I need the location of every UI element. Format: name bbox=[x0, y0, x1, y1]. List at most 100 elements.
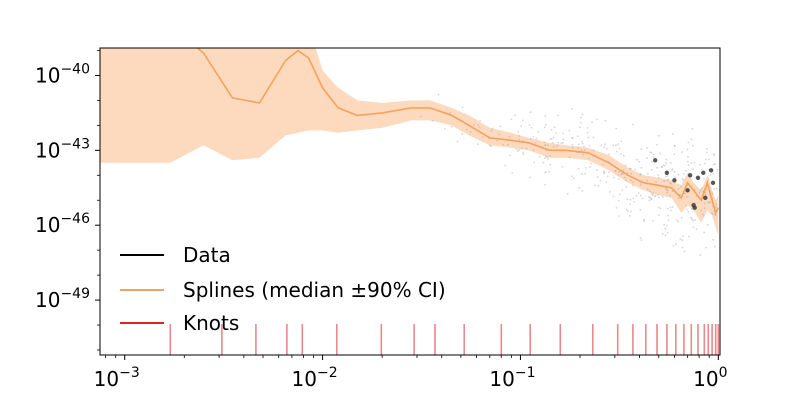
scatter-point bbox=[664, 234, 667, 237]
scatter-point bbox=[571, 137, 574, 139]
scatter-point bbox=[549, 163, 552, 166]
y-tick-label: 10−46 bbox=[35, 211, 90, 237]
scatter-point bbox=[581, 113, 584, 116]
scatter-point bbox=[673, 145, 676, 148]
scatter-point bbox=[670, 182, 673, 185]
scatter-point bbox=[612, 144, 615, 147]
scatter-point bbox=[666, 175, 669, 177]
scatter-point bbox=[673, 170, 676, 173]
scatter-point bbox=[666, 224, 668, 227]
ci-band-layer bbox=[100, 48, 719, 236]
scatter-point bbox=[590, 162, 592, 165]
scatter-point bbox=[685, 204, 688, 207]
scatter-point bbox=[639, 173, 642, 176]
scatter-point bbox=[537, 130, 540, 133]
scatter-point bbox=[557, 114, 559, 117]
scatter-point bbox=[657, 196, 660, 199]
scatter-point bbox=[677, 173, 680, 176]
scatter-point bbox=[614, 170, 617, 173]
scatter-point bbox=[548, 170, 550, 173]
scatter-point bbox=[544, 115, 547, 117]
scatter-point bbox=[703, 231, 705, 234]
scatter-point bbox=[618, 215, 621, 217]
scatter-point bbox=[666, 231, 669, 234]
scatter-point bbox=[561, 166, 564, 168]
scatter-point bbox=[667, 178, 670, 181]
scatter-point bbox=[533, 161, 536, 164]
scatter-point bbox=[665, 158, 668, 161]
scatter-point bbox=[592, 136, 595, 139]
scatter-point bbox=[499, 125, 502, 128]
scatter-point bbox=[682, 235, 684, 238]
scatter-point bbox=[544, 171, 547, 174]
scatter-point bbox=[552, 136, 555, 139]
scatter-point bbox=[602, 172, 605, 175]
scatter-point bbox=[545, 155, 547, 158]
scatter-point bbox=[661, 166, 664, 169]
scatter-point bbox=[461, 132, 464, 135]
scatter-point bbox=[700, 168, 703, 171]
scatter-point bbox=[547, 144, 549, 147]
legend-label-data: Data bbox=[183, 243, 231, 267]
scatter-point bbox=[522, 151, 524, 154]
scatter-point bbox=[650, 169, 653, 171]
scatter-point bbox=[640, 166, 643, 169]
scatter-point bbox=[632, 181, 635, 184]
scatter-point bbox=[691, 208, 693, 210]
scatter-point bbox=[538, 155, 541, 158]
scatter-point bbox=[700, 188, 702, 191]
scatter-point bbox=[687, 141, 690, 144]
scatter-point bbox=[534, 141, 537, 144]
scatter-point bbox=[612, 195, 615, 198]
scatter-point bbox=[647, 196, 650, 198]
x-tick-label: 10−1 bbox=[489, 365, 535, 391]
scatter-point bbox=[656, 166, 658, 169]
scatter-point bbox=[630, 172, 632, 175]
scatter-point bbox=[646, 157, 648, 160]
scatter-point bbox=[661, 196, 664, 199]
scatter-point bbox=[632, 184, 634, 187]
scatter-point bbox=[703, 178, 705, 180]
scatter-point bbox=[690, 162, 693, 164]
scatter-point bbox=[596, 169, 598, 172]
scatter-point bbox=[674, 176, 676, 179]
scatter-point bbox=[671, 206, 674, 208]
scatter-point bbox=[572, 177, 575, 180]
legend: Data Splines (median ±90% CI) Knots bbox=[120, 243, 446, 335]
scatter-point bbox=[568, 129, 571, 132]
scatter-point bbox=[518, 149, 521, 151]
scatter-point bbox=[606, 147, 608, 150]
scatter-point bbox=[514, 114, 516, 117]
scatter-point bbox=[618, 199, 620, 202]
scatter-point bbox=[617, 178, 620, 181]
scatter-point bbox=[581, 173, 583, 176]
scatter-point bbox=[634, 168, 636, 171]
scatter-point bbox=[562, 138, 565, 141]
scatter-point bbox=[658, 206, 660, 209]
scatter-point bbox=[461, 106, 464, 109]
scatter-point bbox=[692, 219, 695, 222]
legend-label-knots: Knots bbox=[183, 311, 239, 335]
scatter-point bbox=[669, 194, 671, 197]
scatter-point bbox=[603, 146, 605, 149]
scatter-point bbox=[669, 206, 672, 209]
scatter-point bbox=[556, 145, 558, 148]
scatter-point bbox=[515, 148, 518, 150]
scatter-point bbox=[584, 148, 586, 151]
scatter-point bbox=[620, 152, 623, 155]
scatter-point bbox=[712, 172, 715, 175]
scatter-point bbox=[691, 218, 693, 221]
scatter-point bbox=[692, 168, 694, 171]
scatter-point bbox=[680, 217, 683, 219]
scatter-point bbox=[712, 153, 715, 155]
scatter-point bbox=[695, 228, 698, 231]
scatter-point bbox=[683, 250, 686, 253]
scatter-point bbox=[542, 161, 545, 164]
scatter-point bbox=[687, 210, 690, 213]
x-tick-label: 10−2 bbox=[292, 365, 338, 391]
scatter-point bbox=[618, 171, 620, 173]
scatter-point bbox=[648, 199, 651, 202]
scatter-point bbox=[686, 208, 688, 211]
scatter-point bbox=[714, 163, 716, 166]
scatter-point bbox=[655, 143, 658, 146]
